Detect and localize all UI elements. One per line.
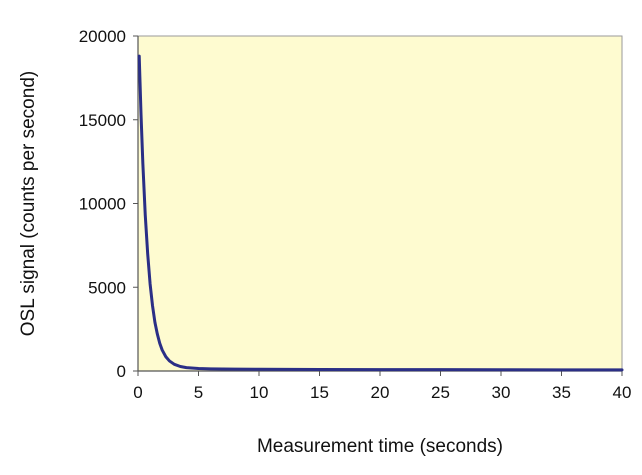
x-tick-label: 15 — [310, 383, 329, 402]
x-tick-label: 5 — [194, 383, 203, 402]
x-axis: 0 5 10 15 20 25 30 35 40 — [133, 371, 631, 402]
y-tick-label: 20000 — [79, 27, 126, 46]
x-tick-label: 0 — [133, 383, 142, 402]
x-tick-label: 25 — [431, 383, 450, 402]
osl-signal-line — [137, 54, 624, 372]
x-tick-label: 35 — [552, 383, 571, 402]
x-tick-label: 10 — [250, 383, 269, 402]
y-tick-label: 0 — [117, 362, 126, 381]
plot-area — [137, 35, 623, 372]
y-axis: 0 5000 10000 15000 20000 — [79, 27, 138, 381]
y-axis-label: OSL signal (counts per second) — [18, 71, 39, 336]
x-axis-label: Measurement time (seconds) — [257, 436, 503, 457]
x-tick-label: 30 — [492, 383, 511, 402]
y-tick-label: 5000 — [88, 278, 126, 297]
y-tick-label: 10000 — [79, 195, 126, 214]
x-tick-label: 20 — [371, 383, 390, 402]
x-tick-label: 40 — [613, 383, 632, 402]
y-tick-label: 15000 — [79, 111, 126, 130]
